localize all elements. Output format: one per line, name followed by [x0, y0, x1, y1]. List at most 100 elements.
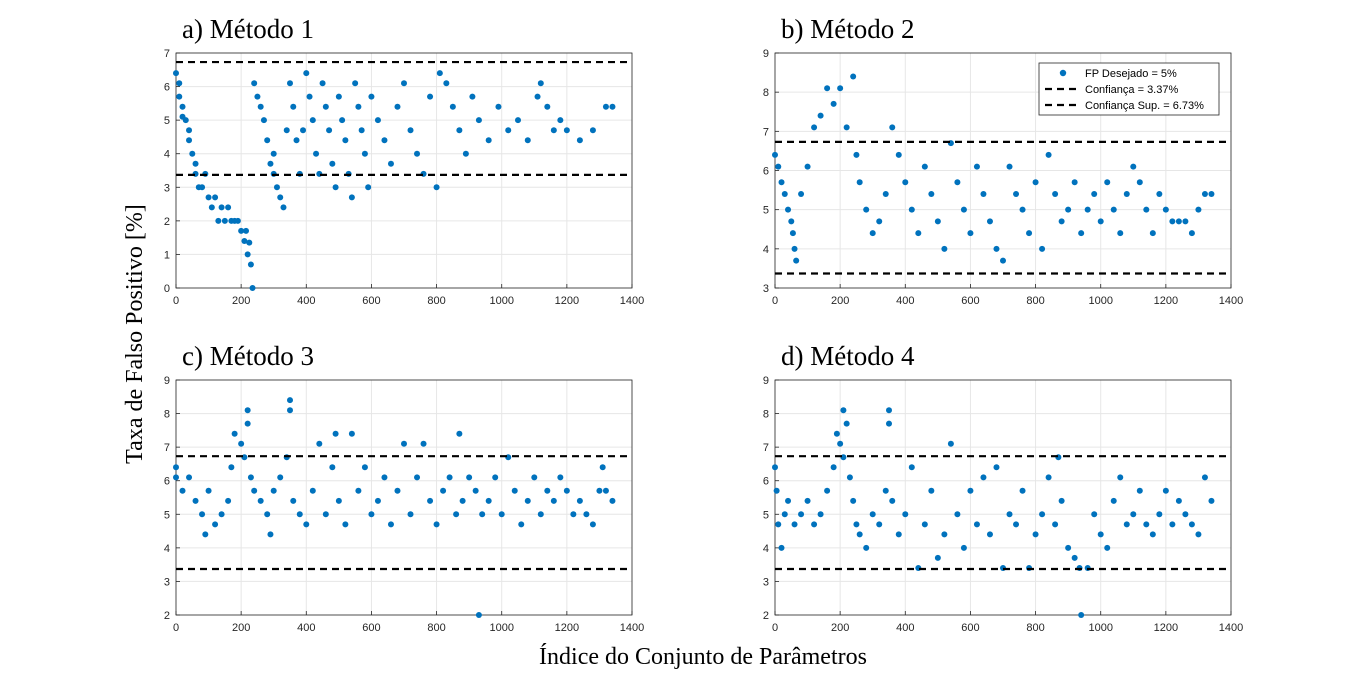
x-axis-title: Índice do Conjunto de Parâmetros	[539, 644, 867, 670]
x-tick-label: 1400	[620, 622, 644, 634]
data-point	[257, 497, 264, 504]
data-point	[811, 124, 818, 131]
data-point	[394, 103, 401, 110]
data-point	[192, 160, 199, 167]
data-point	[309, 487, 316, 494]
data-point	[589, 521, 596, 528]
data-point	[303, 70, 310, 77]
data-point	[225, 497, 232, 504]
data-point	[609, 497, 616, 504]
data-point	[954, 179, 961, 186]
x-tick-label: 0	[173, 295, 179, 307]
data-point	[778, 179, 785, 186]
data-point	[374, 117, 381, 124]
y-tick-label: 7	[763, 126, 769, 138]
data-point	[280, 204, 287, 211]
data-point	[277, 194, 284, 201]
data-point	[228, 464, 235, 471]
legend-marker-dot	[1059, 69, 1067, 77]
x-tick-label: 1200	[555, 622, 579, 634]
data-point	[789, 230, 796, 237]
data-point	[993, 464, 1000, 471]
data-point	[401, 440, 407, 447]
data-point	[773, 487, 780, 494]
data-point	[1175, 497, 1182, 504]
data-point	[576, 137, 583, 144]
data-point	[1156, 191, 1163, 197]
data-point	[837, 85, 844, 92]
data-point	[785, 206, 792, 213]
data-point	[221, 217, 228, 224]
panel-title: c) Método 3	[182, 341, 314, 371]
data-point	[368, 93, 375, 100]
data-point	[387, 160, 394, 167]
data-point	[1208, 497, 1215, 504]
data-point	[249, 285, 256, 291]
data-point	[1123, 191, 1130, 197]
data-point	[254, 93, 261, 100]
data-point	[980, 474, 987, 481]
x-tick-label: 1000	[1088, 622, 1112, 634]
data-point	[182, 117, 189, 124]
x-tick-label: 200	[831, 622, 849, 634]
data-point	[534, 93, 541, 100]
data-point	[1188, 521, 1195, 528]
data-point	[273, 184, 280, 191]
data-point	[326, 127, 333, 134]
data-point	[414, 474, 421, 481]
data-point	[833, 430, 840, 437]
data-point	[1078, 612, 1085, 618]
data-point	[908, 206, 915, 213]
x-tick-label: 600	[961, 622, 979, 634]
data-point	[563, 487, 570, 494]
data-point	[189, 150, 196, 157]
data-point	[876, 521, 883, 528]
data-point	[1045, 151, 1052, 158]
data-point	[332, 430, 339, 437]
panel-title: a) Método 1	[182, 14, 314, 44]
y-tick-label: 7	[164, 48, 170, 60]
data-point	[313, 150, 320, 157]
data-point	[986, 218, 993, 225]
plot-area	[176, 53, 632, 288]
data-point	[1169, 521, 1176, 528]
data-point	[251, 487, 258, 494]
data-point	[247, 261, 254, 268]
x-tick-label: 200	[232, 295, 250, 307]
data-point	[358, 127, 365, 134]
x-tick-label: 800	[427, 622, 445, 634]
data-point	[348, 194, 355, 201]
data-point	[583, 511, 590, 518]
data-point	[1006, 163, 1013, 170]
data-point	[1136, 179, 1143, 186]
data-point	[355, 487, 362, 494]
data-point	[798, 191, 805, 197]
data-point	[300, 127, 307, 134]
y-tick-label: 6	[763, 166, 769, 178]
y-tick-label: 9	[164, 375, 170, 387]
data-point	[335, 93, 342, 100]
data-point	[1130, 511, 1137, 518]
data-point	[361, 150, 368, 157]
data-point	[231, 430, 238, 437]
data-point	[895, 151, 902, 158]
data-point	[238, 227, 245, 234]
y-tick-label: 9	[763, 375, 769, 387]
x-tick-label: 1200	[1154, 295, 1178, 307]
data-point	[928, 487, 935, 494]
data-point	[1052, 521, 1059, 528]
data-point	[234, 217, 241, 224]
data-point	[352, 80, 359, 87]
data-point	[306, 93, 313, 100]
data-point	[1162, 487, 1169, 494]
data-point	[557, 474, 564, 481]
data-point	[290, 497, 297, 504]
data-point	[596, 487, 603, 494]
data-point	[967, 230, 974, 237]
data-point	[1195, 206, 1202, 213]
data-point	[244, 251, 251, 258]
x-tick-label: 600	[362, 295, 380, 307]
data-point	[479, 511, 486, 518]
data-point	[840, 407, 847, 414]
